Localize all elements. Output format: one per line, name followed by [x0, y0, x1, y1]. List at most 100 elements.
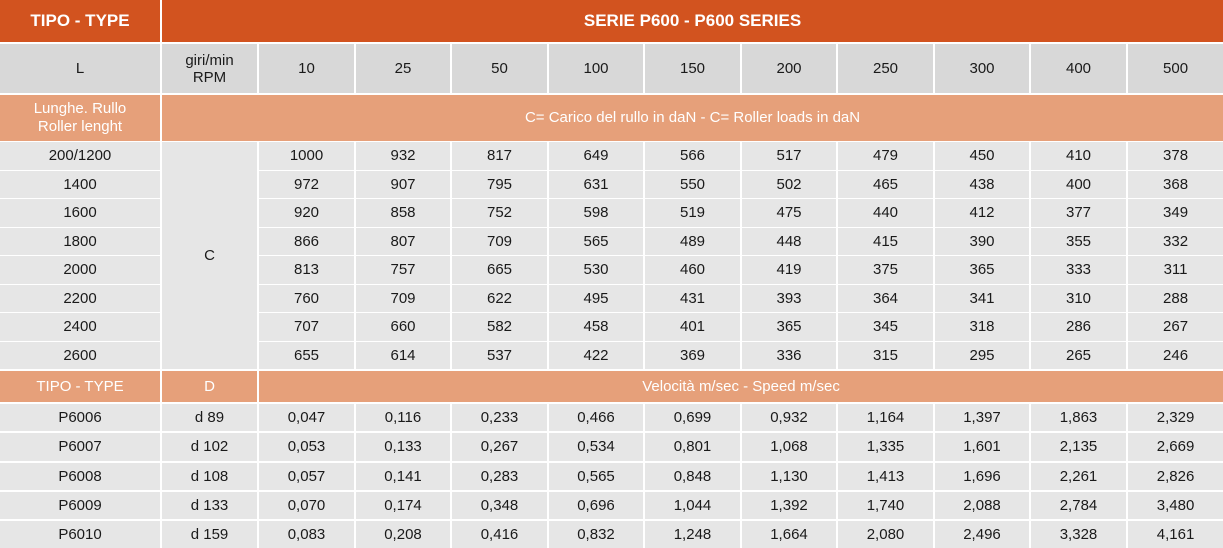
load-value: 795 — [450, 169, 548, 199]
load-value: 760 — [257, 283, 355, 313]
roller-length: 2400 — [0, 312, 161, 341]
roller-type: P6006 — [0, 401, 161, 433]
speed-value: 4,161 — [1125, 519, 1223, 548]
load-value: 932 — [354, 141, 451, 170]
speed-value: 0,057 — [257, 460, 355, 491]
load-value: 336 — [740, 340, 837, 370]
speed-value: 3,328 — [1029, 519, 1127, 548]
roller-type: P6008 — [0, 460, 161, 491]
load-row: 2000 813 757 665 530 460 419 375 365 333 311 — [0, 255, 1223, 284]
load-value: 318 — [933, 312, 1030, 341]
load-value: 566 — [643, 141, 741, 170]
load-value: 422 — [547, 340, 644, 370]
speed-value: 0,070 — [257, 489, 355, 521]
rpm-value: 10 — [257, 42, 355, 94]
load-value: 866 — [257, 226, 355, 256]
speed-value: 0,141 — [354, 460, 451, 491]
load-row: 200/1200 C 1000 932 817 649 566 517 479 450 410 378 — [0, 141, 1223, 370]
title-row: TIPO - TYPE SERIE P600 - P600 SERIES — [0, 0, 1223, 43]
load-value: 333 — [1029, 255, 1127, 284]
roller-length: 2600 — [0, 340, 161, 370]
diameter-header: D — [160, 369, 258, 403]
load-value: 489 — [643, 226, 741, 256]
rpm-value: 300 — [933, 42, 1030, 94]
rpm-value: 200 — [740, 42, 837, 94]
speed-value: 2,496 — [933, 519, 1030, 548]
roller-length: 200/1200 — [0, 141, 161, 170]
load-value: 246 — [1125, 340, 1223, 370]
load-value: 530 — [547, 255, 644, 284]
load-value: 537 — [450, 340, 548, 370]
speed-row: P6007 d 102 0,053 0,133 0,267 0,534 0,801 1,068… — [0, 431, 1223, 462]
load-row: 2600 655 614 537 422 369 336 315 295 265 246 — [0, 340, 1223, 370]
load-value: 502 — [740, 169, 837, 199]
load-value: 920 — [257, 198, 355, 227]
speed-value: 0,174 — [354, 489, 451, 521]
load-value: 550 — [643, 169, 741, 199]
load-value: 400 — [1029, 169, 1127, 199]
speed-row: P6009 d 133 0,070 0,174 0,348 0,696 1,044 1,392… — [0, 489, 1223, 521]
load-value: 598 — [547, 198, 644, 227]
speed-value: 1,248 — [643, 519, 741, 548]
load-value: 450 — [933, 141, 1030, 170]
load-value: 858 — [354, 198, 451, 227]
speed-value: 2,329 — [1125, 401, 1223, 433]
speed-value: 1,392 — [740, 489, 837, 521]
speed-value: 0,565 — [547, 460, 644, 491]
speed-value: 1,164 — [836, 401, 934, 433]
load-value: 415 — [836, 226, 934, 256]
load-value: 752 — [450, 198, 548, 227]
speed-value: 0,416 — [450, 519, 548, 548]
load-value: 972 — [257, 169, 355, 199]
speed-value: 2,669 — [1125, 431, 1223, 462]
load-value: 438 — [933, 169, 1030, 199]
roller-length: 1600 — [0, 198, 161, 227]
type-header: TIPO - TYPE — [0, 0, 161, 43]
load-value: 288 — [1125, 283, 1223, 313]
roller-diameter: d 102 — [160, 431, 258, 462]
roller-diameter: d 159 — [160, 519, 258, 548]
load-value: 419 — [740, 255, 837, 284]
load-value: 267 — [1125, 312, 1223, 341]
roller-diameter: d 89 — [160, 401, 258, 433]
load-section-title: C= Carico del rullo in daN - C= Roller l… — [159, 93, 1223, 142]
load-value: 375 — [836, 255, 934, 284]
load-value: 286 — [1029, 312, 1127, 341]
load-row: 2400 707 660 582 458 401 365 345 318 286 267 — [0, 312, 1223, 341]
speed-value: 1,397 — [933, 401, 1030, 433]
load-value: 368 — [1125, 169, 1223, 199]
load-value: 465 — [836, 169, 934, 199]
series-header: SERIE P600 - P600 SERIES — [159, 0, 1223, 43]
load-value: 393 — [740, 283, 837, 313]
load-row: 1400 972 907 795 631 550 502 465 438 400 368 — [0, 169, 1223, 199]
load-value: 410 — [1029, 141, 1127, 170]
speed-row: P6006 d 89 0,047 0,116 0,233 0,466 0,699 0,932 1… — [0, 401, 1223, 433]
roller-type: P6007 — [0, 431, 161, 462]
speed-value: 0,208 — [354, 519, 451, 548]
load-value: 311 — [1125, 255, 1223, 284]
load-value: 341 — [933, 283, 1030, 313]
speed-value: 2,135 — [1029, 431, 1127, 462]
load-section-header: Lunghe. Rullo Roller lenght C= Carico del… — [0, 93, 1223, 142]
speed-value: 0,466 — [547, 401, 644, 433]
roller-diameter: d 133 — [160, 489, 258, 521]
rpm-value: 25 — [354, 42, 451, 94]
speed-value: 1,044 — [643, 489, 741, 521]
speed-section-header: TIPO - TYPE D Velocità m/sec - Speed m/sec — [0, 369, 1223, 403]
load-value: 660 — [354, 312, 451, 341]
speed-value: 0,932 — [740, 401, 837, 433]
speed-value: 0,534 — [547, 431, 644, 462]
load-row: 1800 866 807 709 565 489 448 415 390 355 332 — [0, 226, 1223, 256]
load-value: 757 — [354, 255, 451, 284]
speed-value: 0,053 — [257, 431, 355, 462]
roller-length: 1800 — [0, 226, 161, 256]
speed-value: 1,696 — [933, 460, 1030, 491]
load-value: 401 — [643, 312, 741, 341]
speed-value: 1,413 — [836, 460, 934, 491]
load-value: 349 — [1125, 198, 1223, 227]
rpm-value: 150 — [643, 42, 741, 94]
load-row: 2200 760 709 622 495 431 393 364 341 310 288 — [0, 283, 1223, 313]
speed-value: 1,740 — [836, 489, 934, 521]
speed-value: 2,826 — [1125, 460, 1223, 491]
